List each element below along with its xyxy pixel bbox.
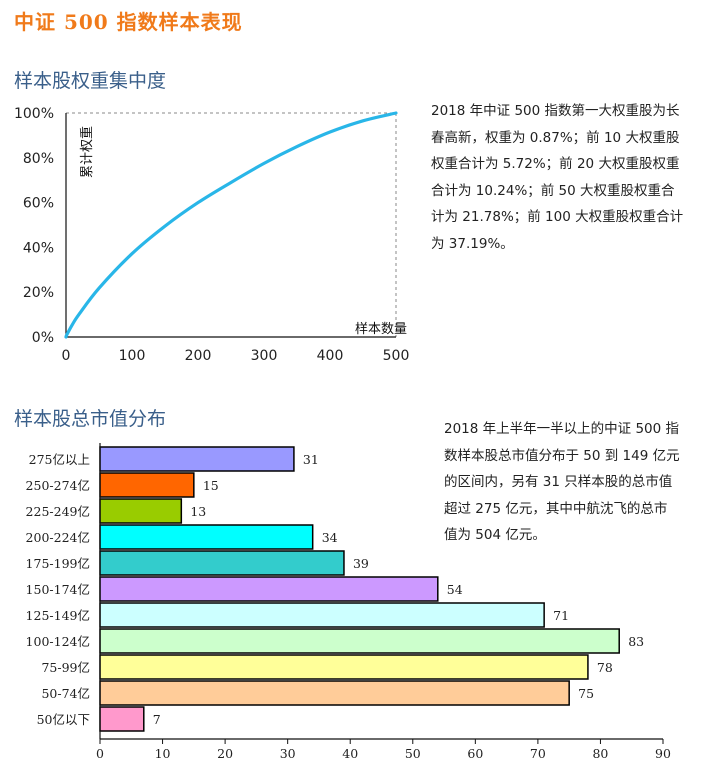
x-tick-label: 30 <box>280 746 296 761</box>
x-tick-label: 0 <box>62 348 71 364</box>
data-label: 15 <box>203 478 219 493</box>
category-label: 275亿以上 <box>29 452 90 467</box>
y-axis-label: 累计权重 <box>79 126 95 178</box>
data-label: 39 <box>353 556 369 571</box>
category-label: 75-99亿 <box>41 660 90 675</box>
x-tick-label: 0 <box>96 746 104 761</box>
description-line: 春高新，权重为 0.87%；前 10 大权重股 <box>431 129 680 146</box>
data-label: 7 <box>153 712 161 727</box>
description-line: 2018 年中证 500 指数第一大权重股为长 <box>431 103 680 119</box>
data-label: 83 <box>628 634 644 649</box>
description-line: 合计为 10.24%；前 50 大权重股权重合 <box>431 182 675 199</box>
x-tick-label: 70 <box>530 746 546 761</box>
bar <box>99 654 589 680</box>
market-cap-description: 2018 年上半年一半以上的中证 500 指 数样本股总市值分布于 50 到 1… <box>444 416 706 549</box>
description-line: 值为 504 亿元。 <box>444 527 546 543</box>
category-label: 50亿以下 <box>37 712 90 727</box>
description-line: 的区间内，另有 31 只样本股的总市值 <box>444 474 673 490</box>
section-heading-weight-concentration: 样本股权重集中度 <box>14 70 167 92</box>
description-line: 权重合计为 5.72%；前 20 大权重股权重 <box>431 156 680 172</box>
x-axis-label: 样本数量 <box>355 322 407 337</box>
description-line: 计为 21.78%；前 100 大权重股权重合计 <box>431 209 684 225</box>
data-label: 34 <box>322 530 338 545</box>
description-line: 数样本股总市值分布于 50 到 149 亿元 <box>444 447 680 464</box>
bar <box>99 602 545 628</box>
bar <box>99 550 345 576</box>
bar <box>99 498 183 524</box>
data-label: 71 <box>553 608 569 623</box>
x-tick-label: 10 <box>155 746 171 761</box>
bar <box>99 628 620 654</box>
y-tick-label: 100% <box>14 106 54 122</box>
bar <box>99 446 295 472</box>
bar <box>99 472 195 498</box>
category-label: 200-224亿 <box>26 530 90 545</box>
x-tick-label: 500 <box>383 348 410 364</box>
cumulative-weight-line <box>64 111 398 339</box>
category-label: 125-149亿 <box>26 608 90 623</box>
section-heading-market-cap-distribution: 样本股总市值分布 <box>14 408 167 430</box>
x-tick-label: 80 <box>592 746 608 761</box>
y-tick-label: 0% <box>32 330 54 346</box>
bar <box>99 706 145 732</box>
weight-concentration-description: 2018 年中证 500 指数第一大权重股为长 春高新，权重为 0.87%；前 … <box>431 98 707 257</box>
bar <box>99 680 570 706</box>
y-tick-label: 80% <box>23 151 54 167</box>
y-tick-label: 60% <box>23 196 54 212</box>
category-label: 175-199亿 <box>26 556 90 571</box>
x-tick-label: 300 <box>251 348 278 364</box>
x-tick-label: 400 <box>317 348 344 364</box>
data-label: 13 <box>190 504 206 519</box>
data-label: 31 <box>303 452 319 467</box>
y-tick-label: 20% <box>23 285 54 301</box>
bar <box>99 576 439 602</box>
category-label: 250-274亿 <box>26 478 90 493</box>
x-tick-label: 100 <box>119 348 146 364</box>
category-label: 50-74亿 <box>41 686 90 701</box>
category-label: 225-249亿 <box>26 504 90 519</box>
data-label: 54 <box>447 582 463 597</box>
x-tick-label: 20 <box>217 746 233 761</box>
y-tick-label: 40% <box>23 240 54 256</box>
description-line: 2018 年上半年一半以上的中证 500 指 <box>444 421 679 437</box>
category-label: 100-124亿 <box>26 634 90 649</box>
description-line: 超过 275 亿元，其中中航沈飞的总市 <box>444 500 668 517</box>
page-title: 中证 500 指数样本表现 <box>14 10 243 34</box>
x-tick-label: 40 <box>342 746 358 761</box>
description-line: 为 37.19%。 <box>431 235 514 252</box>
category-label: 150-174亿 <box>26 582 90 597</box>
bar <box>99 524 314 550</box>
x-tick-label: 200 <box>185 348 212 364</box>
data-label: 78 <box>597 660 613 675</box>
data-label: 75 <box>578 686 594 701</box>
x-tick-label: 90 <box>655 746 671 761</box>
x-tick-label: 50 <box>405 746 421 761</box>
x-tick-label: 60 <box>467 746 483 761</box>
